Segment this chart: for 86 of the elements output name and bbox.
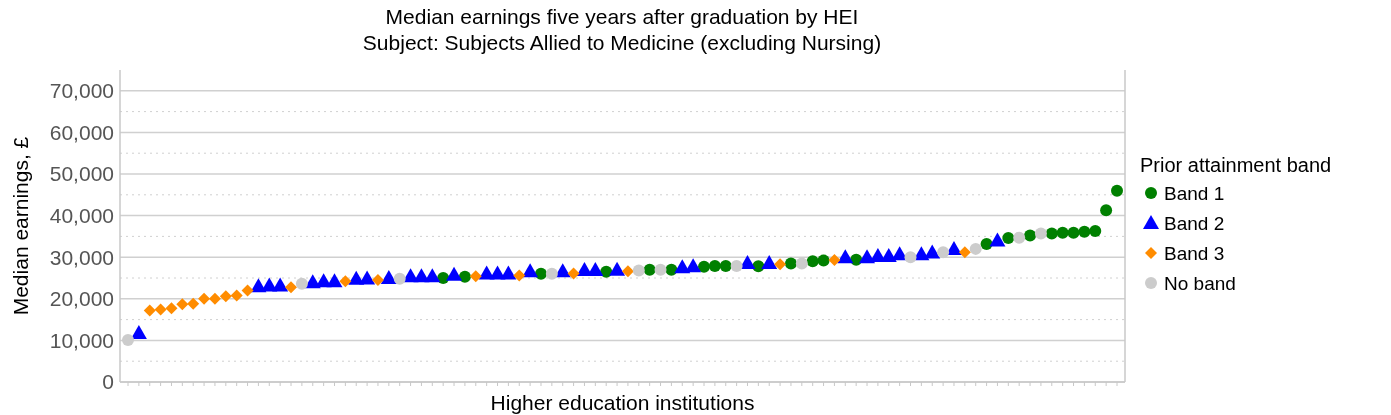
point bbox=[198, 292, 211, 305]
point bbox=[500, 265, 517, 280]
point bbox=[143, 304, 156, 317]
point bbox=[230, 289, 243, 302]
y-tick-label: 10,000 bbox=[49, 328, 114, 352]
point bbox=[1089, 224, 1102, 237]
point bbox=[545, 267, 558, 280]
point bbox=[1067, 226, 1080, 239]
point bbox=[513, 269, 526, 282]
point bbox=[1056, 226, 1069, 239]
point bbox=[1024, 229, 1037, 242]
point bbox=[609, 261, 626, 276]
point bbox=[371, 274, 384, 287]
point bbox=[665, 263, 678, 276]
point bbox=[924, 244, 941, 259]
point bbox=[295, 277, 308, 290]
point bbox=[806, 255, 819, 268]
point bbox=[339, 275, 352, 288]
point bbox=[1111, 184, 1123, 197]
y-tick-label: 0 bbox=[102, 370, 114, 394]
y-tick-label: 70,000 bbox=[49, 79, 114, 103]
point bbox=[989, 232, 1006, 247]
x-axis-title: Higher education institutions bbox=[490, 391, 755, 414]
point bbox=[208, 292, 221, 305]
point bbox=[241, 284, 254, 297]
point bbox=[621, 265, 634, 278]
point bbox=[380, 270, 397, 284]
point bbox=[176, 298, 189, 311]
legend-title: Prior attainment band bbox=[1140, 154, 1332, 176]
point bbox=[817, 254, 830, 267]
point bbox=[969, 242, 982, 255]
point bbox=[522, 263, 539, 278]
point bbox=[154, 303, 167, 316]
point bbox=[784, 257, 797, 270]
y-tick-label: 60,000 bbox=[49, 120, 114, 144]
point bbox=[828, 254, 841, 267]
point bbox=[187, 297, 200, 310]
point bbox=[424, 268, 441, 283]
legend-label: Band 1 bbox=[1164, 182, 1225, 204]
point bbox=[272, 277, 289, 292]
point bbox=[937, 246, 950, 259]
point bbox=[795, 257, 808, 270]
point bbox=[165, 302, 178, 315]
y-tick-label: 30,000 bbox=[49, 245, 114, 269]
point bbox=[393, 272, 406, 285]
point bbox=[739, 255, 756, 270]
point bbox=[1002, 232, 1015, 245]
point bbox=[122, 333, 134, 346]
point bbox=[719, 259, 732, 272]
legend-label: Band 2 bbox=[1164, 212, 1225, 234]
point bbox=[285, 281, 298, 294]
point bbox=[685, 258, 702, 273]
point bbox=[774, 258, 787, 271]
y-tick-label: 50,000 bbox=[49, 162, 114, 186]
point bbox=[469, 270, 482, 283]
point bbox=[219, 290, 232, 303]
point bbox=[130, 324, 147, 339]
point bbox=[458, 270, 471, 283]
legend-label: Band 3 bbox=[1164, 242, 1225, 264]
chart-subtitle: Subject: Subjects Allied to Medicine (excluding Nursing) bbox=[362, 31, 882, 54]
point bbox=[1078, 225, 1091, 238]
point bbox=[708, 259, 721, 272]
y-axis-title: Median earnings, £ bbox=[9, 136, 32, 316]
point bbox=[730, 259, 743, 272]
point bbox=[1100, 204, 1113, 217]
point bbox=[359, 270, 376, 285]
point bbox=[837, 249, 854, 264]
y-tick-label: 20,000 bbox=[49, 287, 114, 311]
point bbox=[348, 270, 365, 285]
point bbox=[567, 267, 580, 280]
point bbox=[446, 266, 463, 281]
point bbox=[904, 251, 917, 264]
point bbox=[643, 263, 656, 276]
point bbox=[654, 263, 667, 276]
point bbox=[761, 255, 778, 270]
legend-label: No band bbox=[1164, 272, 1236, 294]
point bbox=[534, 267, 547, 280]
y-tick-label: 40,000 bbox=[49, 203, 114, 227]
chart-title: Median earnings five years after graduation by HEI bbox=[385, 5, 859, 28]
point bbox=[1034, 227, 1047, 240]
point bbox=[632, 264, 645, 277]
point bbox=[698, 260, 711, 273]
point bbox=[958, 246, 971, 259]
point bbox=[891, 246, 908, 261]
point bbox=[1013, 231, 1026, 244]
point bbox=[326, 273, 343, 288]
